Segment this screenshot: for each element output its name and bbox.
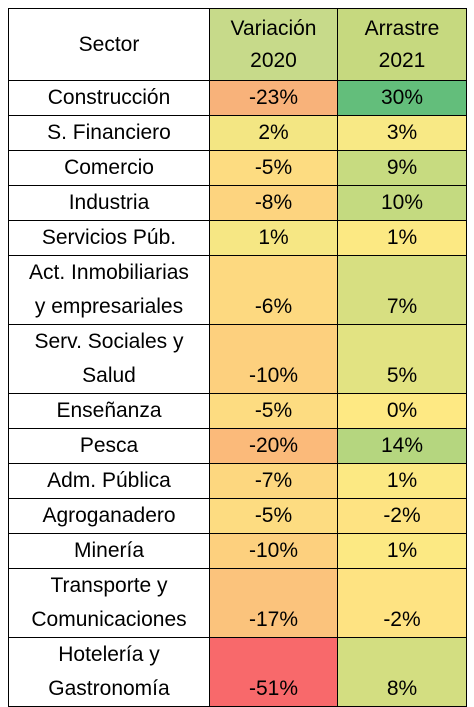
variacion-cell: -5% [209,150,338,186]
arrastre-cell: 1% [337,463,467,499]
header-variacion-line1: Variación [230,16,317,40]
table-row: Pesca -20% 14% [8,428,467,464]
sector-label: Minería [73,539,145,562]
table-row: Hotelería y Gastronomía -51% 8% [8,637,467,707]
sector-cell: Construcción [8,80,210,116]
arrastre-cell: 3% [337,115,467,151]
sector-label: Serv. Sociales y [34,330,184,353]
sector-label: Gastronomía [48,677,170,700]
variacion-cell: 2% [209,115,338,151]
header-sector: Sector [8,8,210,81]
sector-cell: Adm. Pública [8,463,210,499]
sector-label: Adm. Pública [47,469,171,492]
arrastre-cell: 1% [337,220,467,256]
sector-table: Sector Variación 2020 Arrastre 2021 Cons… [8,8,467,707]
table-row: Industria -8% 10% [8,185,467,221]
header-arrastre-line1: Arrastre [364,16,440,40]
arrastre-cell: 14% [337,428,467,464]
variacion-cell: -10% [209,324,338,394]
table-row: Adm. Pública -7% 1% [8,463,467,499]
variacion-cell: -6% [209,255,338,325]
sector-label: Industria [68,191,150,214]
table-row: Comercio -5% 9% [8,150,467,186]
sector-cell: Pesca [8,428,210,464]
arrastre-cell: 7% [337,255,467,325]
header-row: Sector Variación 2020 Arrastre 2021 [8,8,467,81]
sector-cell: Comercio [8,150,210,186]
sector-label: Hotelería y [58,643,160,666]
table-body: Construcción -23% 30% S. Financiero 2% 3% Come… [8,80,467,707]
header-arrastre: Arrastre 2021 [337,8,467,81]
sector-cell: Act. Inmobiliarias y empresariales [8,255,210,325]
variacion-cell: -10% [209,533,338,569]
sector-label: Pesca [79,434,139,457]
table-row: Minería -10% 1% [8,533,467,569]
sector-label: Enseñanza [56,399,162,422]
arrastre-cell: 8% [337,637,467,707]
arrastre-cell: 10% [337,185,467,221]
sector-label: S. Financiero [47,121,171,144]
arrastre-cell: -2% [337,498,467,534]
variacion-cell: -51% [209,637,338,707]
sector-cell: Serv. Sociales y Salud [8,324,210,394]
variacion-cell: -17% [209,568,338,638]
sector-label: Servicios Púb. [41,226,177,249]
table-row: Servicios Púb. 1% 1% [8,220,467,256]
sector-cell: Agroganadero [8,498,210,534]
table-row: Act. Inmobiliarias y empresariales -6% 7% [8,255,467,325]
variacion-cell: -7% [209,463,338,499]
header-variacion: Variación 2020 [209,8,338,81]
sector-cell: Servicios Púb. [8,220,210,256]
arrastre-cell: 30% [337,80,467,116]
sector-cell: Minería [8,533,210,569]
variacion-cell: -5% [209,393,338,429]
table-row: Agroganadero -5% -2% [8,498,467,534]
variacion-cell: -5% [209,498,338,534]
sector-cell: S. Financiero [8,115,210,151]
sector-label: Construcción [47,86,171,109]
table-row: Serv. Sociales y Salud -10% 5% [8,324,467,394]
variacion-cell: -20% [209,428,338,464]
sector-cell: Industria [8,185,210,221]
arrastre-cell: 0% [337,393,467,429]
header-sector-label: Sector [78,32,140,56]
header-arrastre-line2: 2021 [378,48,426,72]
sector-cell: Enseñanza [8,393,210,429]
arrastre-cell: 1% [337,533,467,569]
arrastre-cell: -2% [337,568,467,638]
table-row: Construcción -23% 30% [8,80,467,116]
sector-label: Act. Inmobiliarias [29,261,189,284]
sector-label: Transporte y [50,574,168,597]
table-row: Enseñanza -5% 0% [8,393,467,429]
header-variacion-line2: 2020 [250,48,297,72]
variacion-cell: 1% [209,220,338,256]
variacion-cell: -23% [209,80,338,116]
table-row: Transporte y Comunicaciones -17% -2% [8,568,467,638]
sector-label: Salud [82,364,136,387]
sector-label: Comunicaciones [31,608,187,631]
arrastre-cell: 9% [337,150,467,186]
sector-cell: Transporte y Comunicaciones [8,568,210,638]
arrastre-cell: 5% [337,324,467,394]
table-row: S. Financiero 2% 3% [8,115,467,151]
sector-label: y empresariales [34,295,184,318]
sector-label: Agroganadero [42,504,176,527]
variacion-cell: -8% [209,185,338,221]
sector-cell: Hotelería y Gastronomía [8,637,210,707]
sector-label: Comercio [64,156,154,179]
